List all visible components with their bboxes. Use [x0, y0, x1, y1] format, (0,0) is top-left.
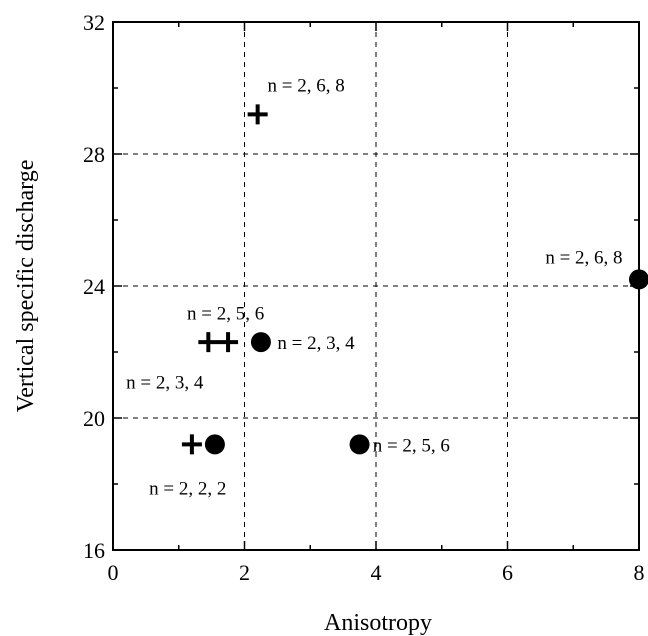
circle-data-point	[629, 269, 648, 290]
point-label: n = 2, 6, 8	[268, 76, 345, 97]
data-markers	[181, 104, 648, 455]
plus-data-point	[218, 332, 239, 353]
x-tick-label: 6	[502, 560, 513, 585]
point-label: n = 2, 3, 4	[126, 373, 204, 394]
x-tick-label: 0	[108, 560, 119, 585]
y-tick-label: 28	[83, 142, 105, 167]
y-tick-label: 32	[83, 10, 105, 35]
x-tick-label: 2	[239, 560, 250, 585]
grid-lines	[113, 22, 639, 550]
y-axis-title: Vertical specific discharge	[13, 160, 39, 413]
circle-data-point	[204, 434, 225, 455]
point-label: n = 2, 6, 8	[545, 247, 622, 268]
circle-data-point	[349, 434, 370, 455]
circle-data-point	[250, 332, 271, 353]
y-tick-label: 20	[83, 406, 105, 431]
plus-data-point	[198, 332, 219, 353]
point-label: n = 2, 2, 2	[149, 478, 226, 499]
x-tick-label: 4	[371, 560, 382, 585]
x-axis-title: Anisotropy	[324, 610, 432, 636]
point-annotations: n = 2, 6, 8 n = 2, 6, 8 n = 2, 5, 6 n = 2, …	[126, 76, 622, 500]
y-tick-label: 16	[83, 538, 105, 563]
plus-data-point	[181, 434, 202, 455]
point-label: n = 2, 5, 6	[373, 435, 450, 456]
point-label: n = 2, 3, 4	[277, 333, 355, 354]
y-tick-label: 24	[83, 274, 105, 299]
x-tick-label: 8	[634, 560, 645, 585]
plus-data-point	[247, 104, 268, 125]
point-label: n = 2, 5, 6	[187, 303, 264, 324]
